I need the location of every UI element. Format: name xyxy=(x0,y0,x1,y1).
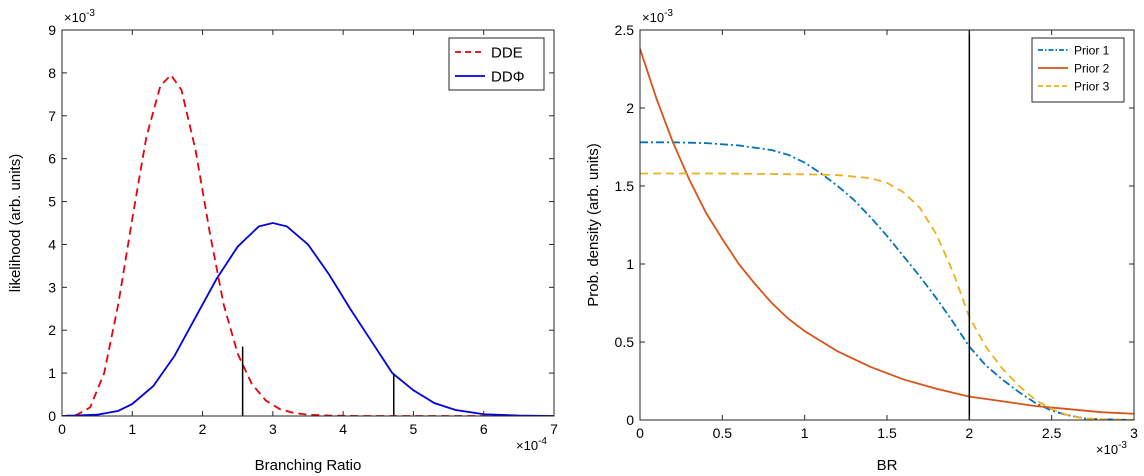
x-tick-label: 6 xyxy=(480,421,488,437)
y-tick-label: 1.5 xyxy=(615,178,635,194)
legend-box xyxy=(1031,37,1125,103)
y-exponent: ×10-3 xyxy=(64,8,95,25)
x-tick-label: 5 xyxy=(410,421,418,437)
y-tick-label: 0 xyxy=(626,412,634,428)
chart-1: 0 1 2 3 4 5 6 7 0 1 2 3 4 5 6 7 8 9 ×10-3 ×10-4 Branching Ra… xyxy=(7,8,558,474)
y-tick-label: 6 xyxy=(48,151,56,167)
y-axis-label: likelihood (arb. units) xyxy=(7,154,24,292)
x-tick-label: 0 xyxy=(58,421,66,437)
x-tick-label: 3 xyxy=(269,421,277,437)
x-tick-label: 0.5 xyxy=(713,425,733,441)
y-tick-label: 9 xyxy=(48,22,56,38)
legend-label: Prior 3 xyxy=(1074,79,1110,93)
y-tick-label: 2 xyxy=(48,322,56,338)
legend-label: DDΦ xyxy=(491,68,525,85)
y-tick-label: 1 xyxy=(48,365,56,381)
y-axis-label: Prob. density (arb. units) xyxy=(585,143,602,306)
series-line-dd- xyxy=(62,222,554,416)
x-axis-label: Branching Ratio xyxy=(255,457,362,474)
y-exponent: ×10-3 xyxy=(642,8,673,25)
legend-label: Prior 2 xyxy=(1074,61,1110,75)
x-tick-label: 3 xyxy=(1130,425,1138,441)
x-tick-label: 0 xyxy=(636,425,644,441)
x-tick-label: 1 xyxy=(801,425,809,441)
x-tick-label: 1.5 xyxy=(877,425,897,441)
x-tick-label: 7 xyxy=(550,421,558,437)
legend-label: DDE xyxy=(491,44,523,61)
x-exponent: ×10-3 xyxy=(1096,440,1127,457)
axes-frame xyxy=(61,29,555,417)
plot-area xyxy=(62,30,554,416)
legend: DDE DDΦ xyxy=(448,37,545,91)
y-tick-label: 7 xyxy=(48,108,56,124)
y-tick-label: 1 xyxy=(626,256,634,272)
y-tick-label: 2.5 xyxy=(615,22,635,38)
x-tick-label: 1 xyxy=(128,421,136,437)
y-tick-label: 3 xyxy=(48,279,56,295)
series-line-prior-2 xyxy=(640,48,1134,415)
legend-box xyxy=(448,37,545,91)
x-tick-label: 2 xyxy=(965,425,973,441)
y-tick-label: 8 xyxy=(48,65,56,81)
series-line-prior-3 xyxy=(640,172,1134,420)
legend: Prior 1 Prior 2 Prior 3 xyxy=(1031,37,1125,103)
y-tick-label: 2 xyxy=(626,100,634,116)
legend-label: Prior 1 xyxy=(1074,43,1110,57)
x-tick-label: 4 xyxy=(339,421,347,437)
series-line-dde xyxy=(62,73,554,416)
x-tick-label: 2.5 xyxy=(1042,425,1062,441)
y-tick-label: 5 xyxy=(48,194,56,210)
chart-2: 0 0.5 1 1.5 2 2.5 3 0 0.5 1 1.5 2 2.5 ×10-3 ×10-3 BR Pro… xyxy=(585,8,1138,474)
y-tick-label: 0.5 xyxy=(615,334,635,350)
y-tick-label: 4 xyxy=(48,236,56,252)
x-axis-label: BR xyxy=(877,457,898,474)
x-tick-label: 2 xyxy=(199,421,207,437)
y-tick-label: 0 xyxy=(48,408,56,424)
x-exponent: ×10-4 xyxy=(516,436,547,453)
